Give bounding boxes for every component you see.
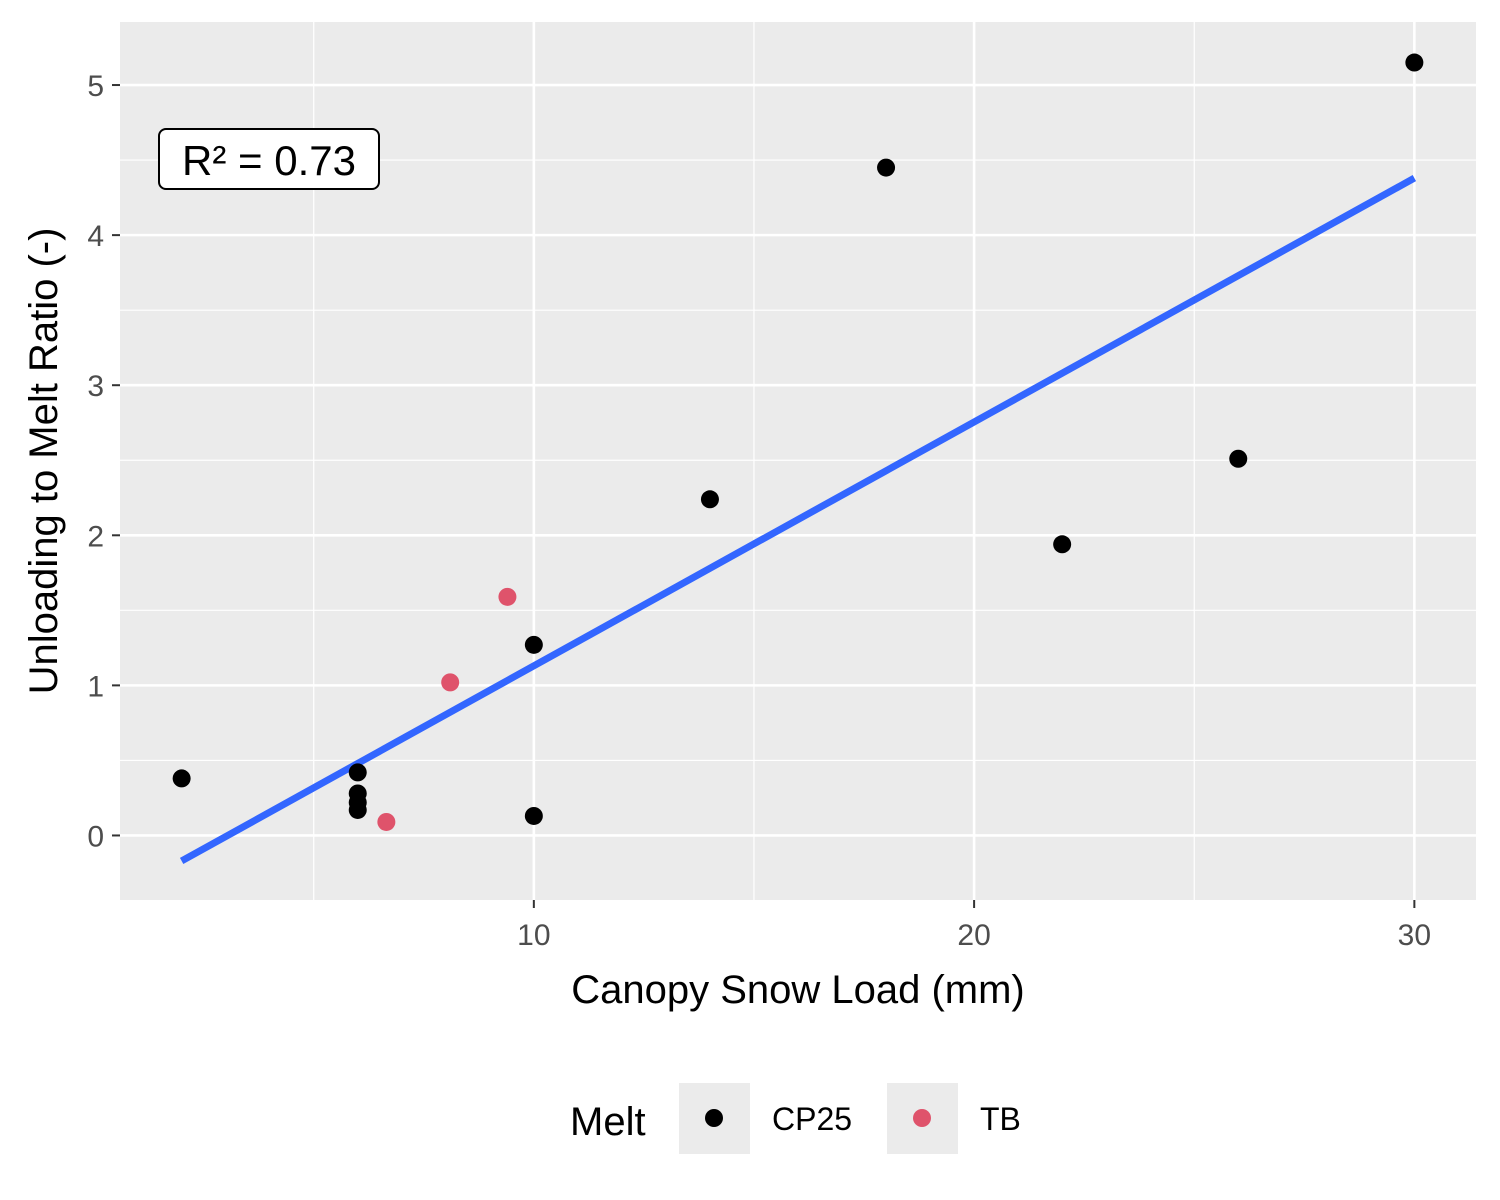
y-tick-label: 3	[87, 370, 104, 403]
legend-marker-cp25	[705, 1109, 723, 1127]
annotation-text: R² = 0.73	[182, 137, 356, 184]
x-tick-label: 10	[517, 919, 550, 952]
data-point-tb	[441, 673, 460, 692]
data-point-cp25	[524, 806, 543, 825]
points-layer	[172, 53, 1424, 831]
data-point-cp25	[348, 763, 367, 782]
data-point-cp25	[348, 800, 367, 819]
data-point-cp25	[877, 158, 896, 177]
legend-label-cp25: CP25	[772, 1101, 852, 1137]
legend: Melt CP25 TB	[570, 1083, 1021, 1154]
data-point-cp25	[1229, 449, 1248, 468]
r2-annotation: R² = 0.73	[158, 128, 380, 190]
legend-marker-tb	[913, 1109, 931, 1127]
data-point-cp25	[1053, 535, 1072, 554]
x-axis-title: Canopy Snow Load (mm)	[571, 968, 1025, 1012]
major-gridlines	[120, 22, 1476, 900]
data-point-cp25	[524, 635, 543, 654]
annotation-box	[158, 128, 380, 190]
legend-label-tb: TB	[980, 1101, 1021, 1137]
y-tick-label: 4	[87, 220, 104, 253]
y-tick-label: 0	[87, 820, 104, 853]
legend-title: Melt	[570, 1100, 646, 1144]
y-tick-label: 2	[87, 520, 104, 553]
data-point-tb	[377, 812, 396, 831]
data-point-cp25	[172, 769, 191, 788]
regression-line	[179, 175, 1417, 865]
axes: 10 20 30 0 1 2 3 4 5	[87, 70, 1431, 952]
y-axis-title: Unloading to Melt Ratio (-)	[22, 228, 66, 695]
x-tick-label: 20	[957, 919, 990, 952]
y-tick-label: 5	[87, 70, 104, 103]
data-point-cp25	[700, 490, 719, 509]
y-tick-label: 1	[87, 670, 104, 703]
x-tick-label: 30	[1398, 919, 1431, 952]
data-point-cp25	[1405, 53, 1424, 72]
regression-line-layer	[179, 175, 1417, 865]
data-point-tb	[498, 587, 517, 606]
